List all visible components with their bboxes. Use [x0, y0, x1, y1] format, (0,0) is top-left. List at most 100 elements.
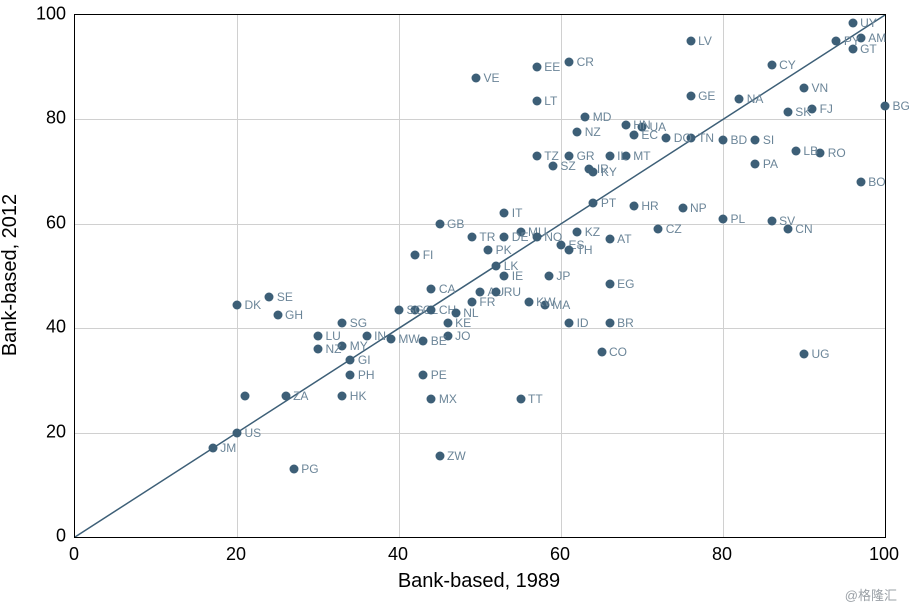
y-tick-label: 80: [32, 108, 66, 129]
y-tick-label: 60: [32, 212, 66, 233]
data-point-label: TN: [698, 131, 714, 145]
data-point: [208, 444, 217, 453]
data-point-label: MD: [593, 110, 612, 124]
data-point-label: CN: [795, 222, 812, 236]
data-point: [419, 337, 428, 346]
data-point: [678, 204, 687, 213]
data-point: [800, 350, 809, 359]
data-point: [427, 285, 436, 294]
data-point: [751, 159, 760, 168]
gridline-v: [237, 15, 238, 537]
data-point: [573, 227, 582, 236]
data-point-label: PK: [496, 243, 512, 257]
data-point-label: TR: [479, 230, 495, 244]
data-point: [686, 37, 695, 46]
data-point-label: MW: [398, 332, 419, 346]
gridline-h: [75, 433, 885, 434]
data-point-label: JO: [455, 329, 470, 343]
data-point-label: CA: [439, 282, 456, 296]
data-point: [719, 136, 728, 145]
data-point-label: TH: [577, 243, 593, 257]
data-point-label: NZ: [585, 125, 601, 139]
data-point-label: LT: [544, 94, 557, 108]
data-point-label: ID: [577, 316, 589, 330]
data-point: [314, 345, 323, 354]
data-point: [233, 300, 242, 309]
data-point: [548, 162, 557, 171]
data-point: [435, 219, 444, 228]
data-point: [273, 311, 282, 320]
data-point-label: BG: [893, 99, 909, 113]
data-point: [783, 107, 792, 116]
x-tick-label: 0: [69, 544, 79, 565]
data-point: [800, 84, 809, 93]
data-point: [241, 392, 250, 401]
data-point-label: FR: [479, 295, 495, 309]
plot-area: UYAMPYGTLVCRCYEEVEVNGENALTBGFJSKMDUAHNNZ…: [74, 14, 886, 538]
data-point-label: RO: [828, 146, 846, 160]
data-point: [467, 232, 476, 241]
data-point-label: NP: [690, 201, 707, 215]
data-point-label: PA: [763, 157, 778, 171]
data-point: [532, 63, 541, 72]
gridline-v: [399, 15, 400, 537]
data-point: [265, 292, 274, 301]
data-point-label: SZ: [560, 159, 575, 173]
data-point-label: HK: [350, 389, 367, 403]
data-point-label: EC: [641, 128, 658, 142]
data-point: [783, 225, 792, 234]
data-point-label: CO: [609, 345, 627, 359]
data-point-label: SK: [795, 105, 811, 119]
data-point: [532, 97, 541, 106]
data-point-label: ZA: [293, 389, 308, 403]
data-point-label: BR: [617, 316, 634, 330]
data-point: [573, 128, 582, 137]
data-point: [791, 146, 800, 155]
data-point: [314, 332, 323, 341]
data-point-label: BO: [868, 175, 885, 189]
data-point: [767, 217, 776, 226]
data-point: [767, 60, 776, 69]
data-point-label: GB: [447, 217, 464, 231]
data-point: [581, 112, 590, 121]
data-point: [605, 235, 614, 244]
gridline-h: [75, 224, 885, 225]
data-point: [589, 198, 598, 207]
data-point: [346, 355, 355, 364]
data-point: [719, 214, 728, 223]
data-point-label: PH: [358, 368, 375, 382]
data-point-label: MY: [350, 339, 368, 353]
gridline-h: [75, 119, 885, 120]
data-point: [597, 347, 606, 356]
y-axis-label: Bank-based, 2012: [0, 194, 22, 356]
data-point-label: GT: [860, 42, 877, 56]
data-point: [629, 201, 638, 210]
data-point: [419, 371, 428, 380]
data-point: [565, 57, 574, 66]
data-point-label: PT: [601, 196, 616, 210]
y-tick-label: 40: [32, 317, 66, 338]
data-point-label: GR: [577, 149, 595, 163]
y-tick-label: 100: [32, 4, 66, 25]
data-point: [492, 261, 501, 270]
data-point: [605, 318, 614, 327]
data-point-label: SE: [277, 290, 293, 304]
data-point-label: MT: [633, 149, 650, 163]
data-point-label: KE: [455, 316, 471, 330]
data-point-label: BD: [731, 133, 748, 147]
data-point: [411, 251, 420, 260]
data-point-label: SG: [350, 316, 367, 330]
data-point-label: EE: [544, 60, 560, 74]
data-point: [338, 318, 347, 327]
data-point-label: NZ: [326, 342, 342, 356]
data-point-label: SI: [763, 133, 774, 147]
data-point: [848, 44, 857, 53]
data-point: [751, 136, 760, 145]
data-point: [427, 394, 436, 403]
x-tick-label: 20: [226, 544, 246, 565]
data-point: [605, 279, 614, 288]
data-point: [544, 272, 553, 281]
data-point-label: IR: [597, 162, 609, 176]
data-point-label: BE: [431, 334, 447, 348]
data-point-label: TT: [528, 392, 543, 406]
